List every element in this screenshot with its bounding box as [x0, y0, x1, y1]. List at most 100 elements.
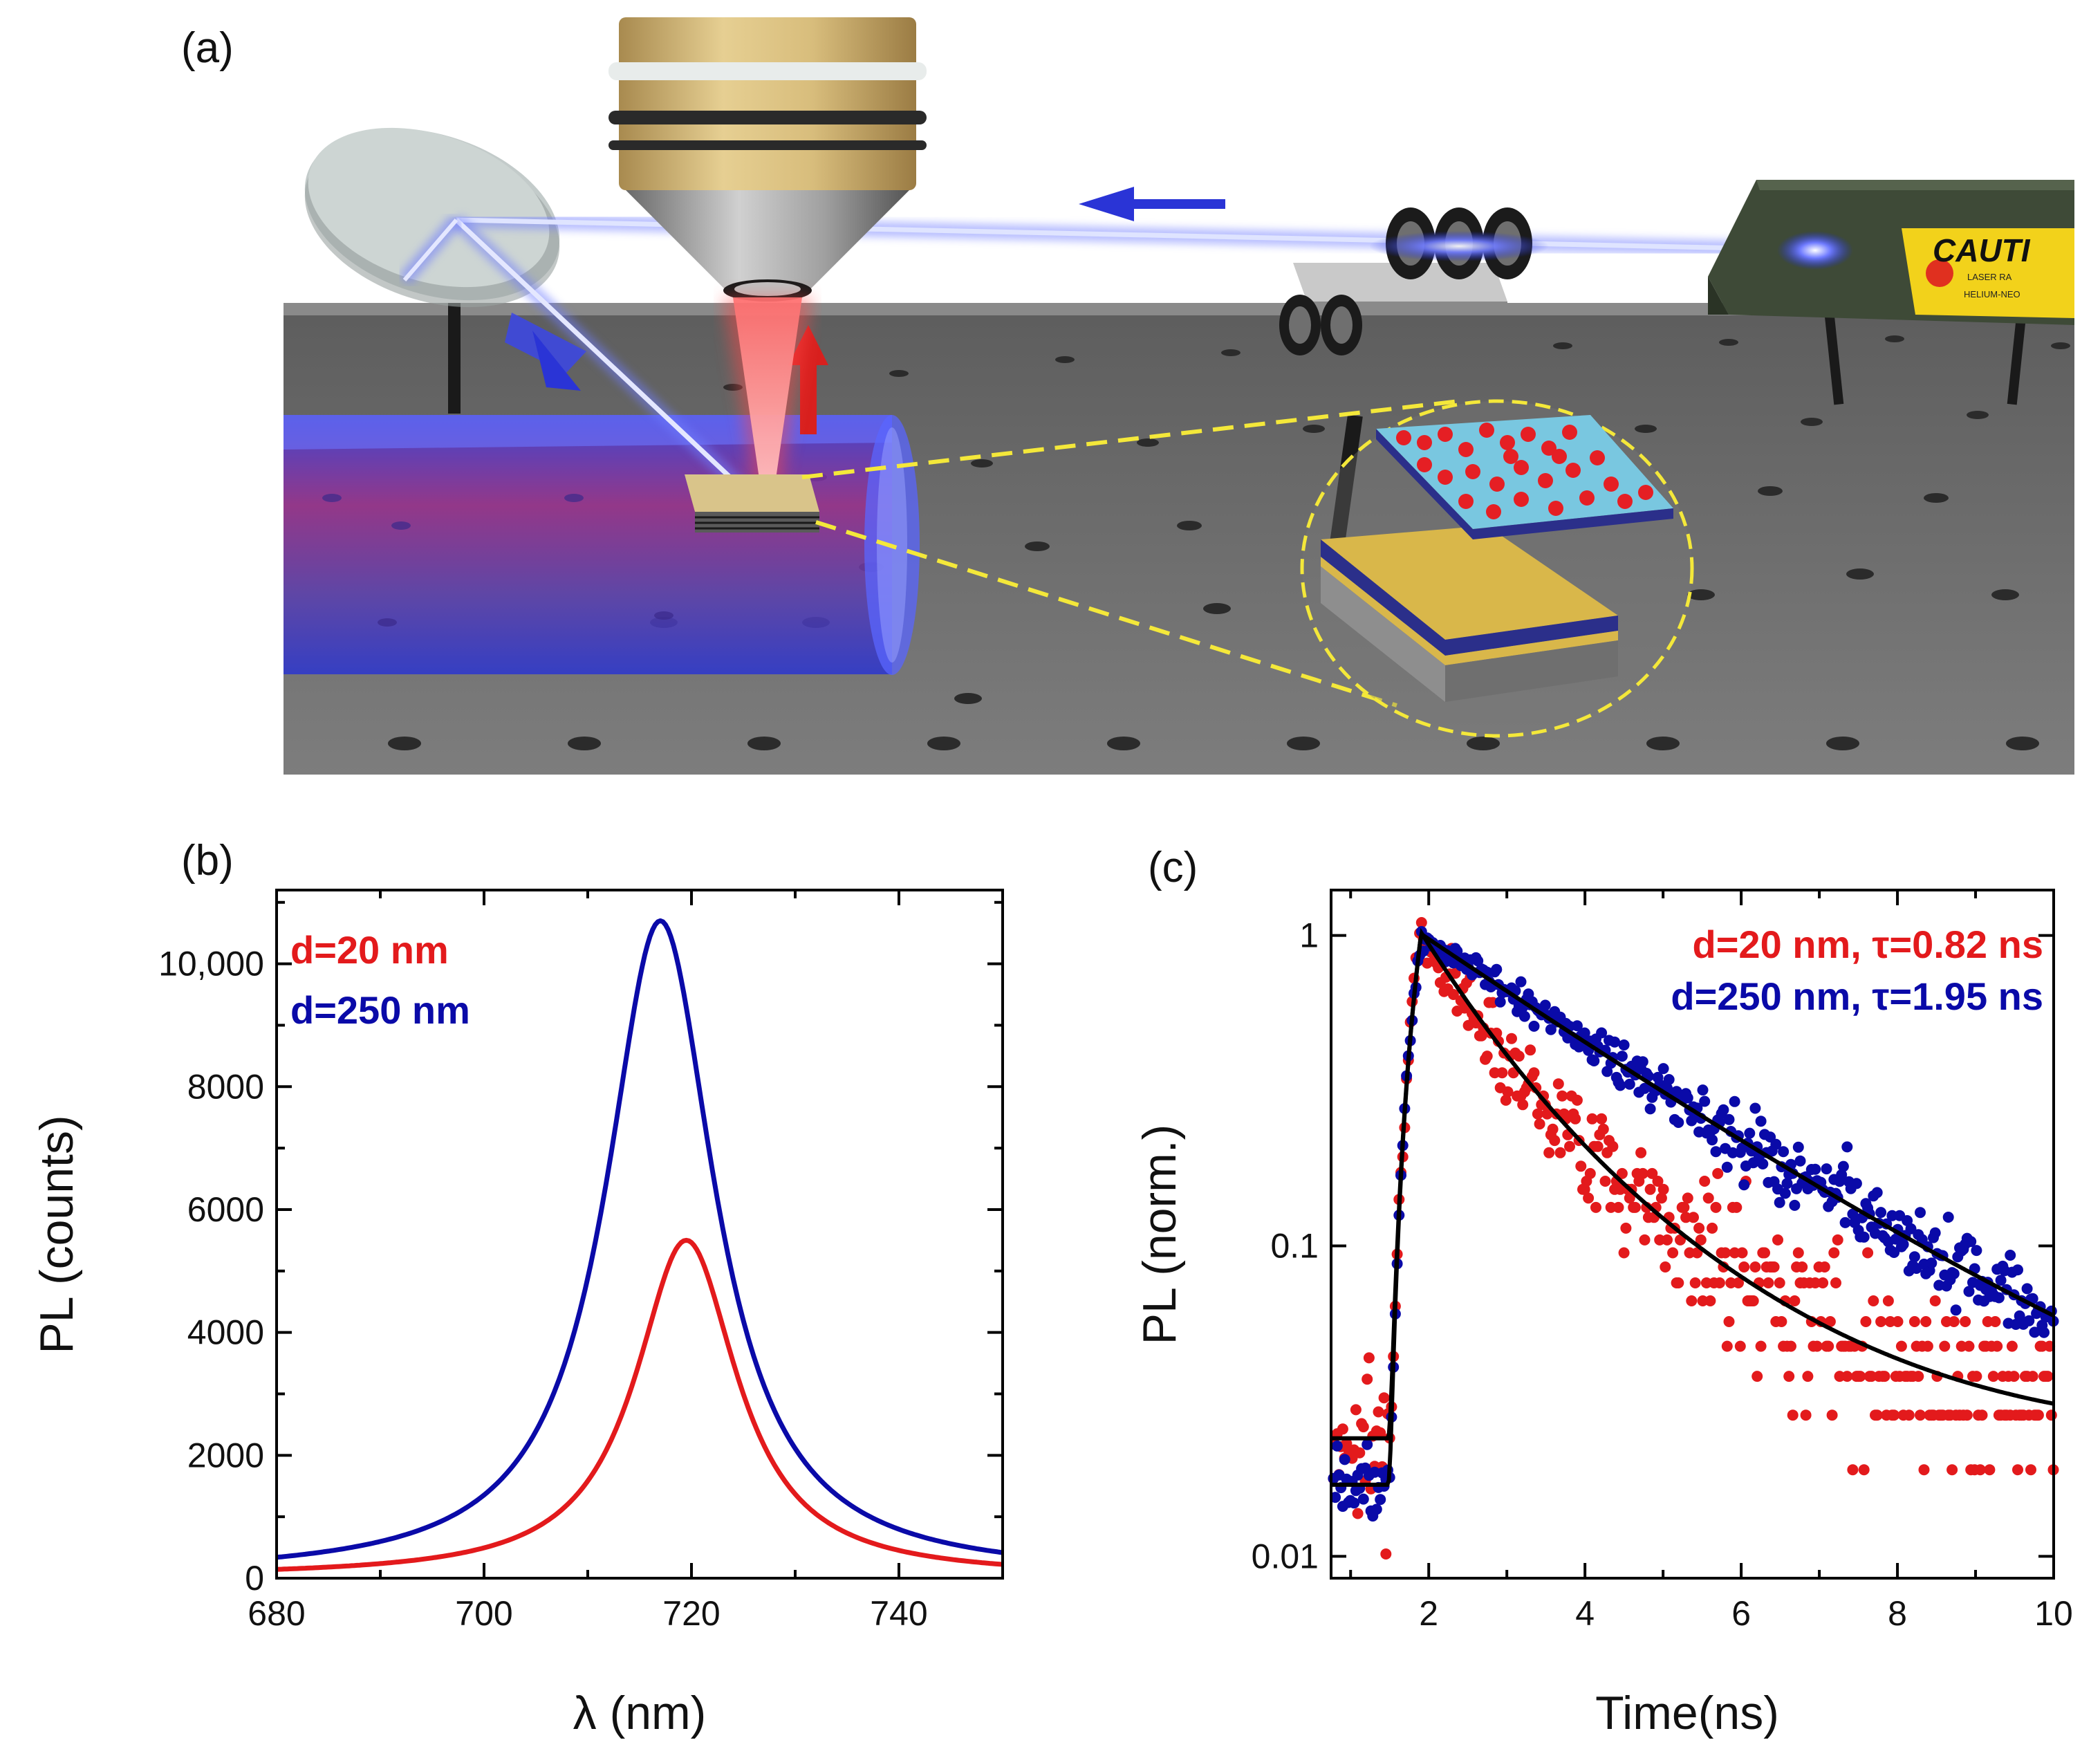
data-point — [1918, 1464, 1930, 1476]
data-point — [1858, 1464, 1870, 1476]
y-tick-label: 2000 — [187, 1436, 264, 1474]
data-point — [1926, 1257, 1938, 1269]
data-point — [1357, 1493, 1369, 1505]
data-point — [1749, 1102, 1761, 1114]
data-point — [1447, 989, 1459, 1000]
data-point — [1597, 1123, 1609, 1135]
data-point — [1506, 1033, 1517, 1044]
laser-caution-label: CAUTI — [1933, 232, 2031, 268]
panel-b-label: (b) — [181, 837, 234, 885]
data-point — [1689, 1277, 1701, 1288]
sample-chip — [685, 474, 819, 533]
data-point — [1888, 1409, 1900, 1421]
data-point — [1545, 1024, 1557, 1035]
data-point — [1339, 1454, 1350, 1465]
panel-c-legend-blue: d=250 nm, τ=1.95 ns — [1671, 974, 2043, 1018]
data-point — [1673, 1117, 1684, 1128]
panel-b-series — [276, 918, 1003, 1572]
data-point — [1348, 1497, 1360, 1509]
data-point — [1667, 1247, 1679, 1259]
data-point — [1549, 1135, 1561, 1147]
data-point — [1378, 1392, 1390, 1404]
data-point — [1586, 1113, 1598, 1125]
data-point — [1517, 1099, 1529, 1111]
data-point — [1702, 1192, 1714, 1204]
data-point — [1826, 1409, 1838, 1421]
data-point — [1751, 1371, 1763, 1382]
panel-b-legend-blue: d=250 nm — [290, 988, 470, 1032]
data-point — [1817, 1277, 1829, 1288]
top-layer-with-flakes — [1376, 415, 1673, 539]
laser-source: CAUTI LASER RA HELIUM-NEO — [1708, 180, 2074, 405]
data-point — [1830, 1277, 1841, 1288]
data-point — [1579, 1027, 1590, 1039]
data-point — [1375, 1427, 1386, 1438]
data-point — [1660, 1261, 1671, 1273]
lens-mount — [1279, 207, 1549, 554]
data-point — [1971, 1245, 1982, 1257]
data-point — [1515, 976, 1527, 988]
data-point — [1987, 1371, 1999, 1382]
data-point — [1763, 1277, 1774, 1288]
data-point — [1528, 1020, 1540, 1032]
data-point — [1662, 1234, 1673, 1246]
data-point — [1373, 1406, 1384, 1418]
series-line — [276, 918, 1003, 1560]
panel-b-chart: (b) 680 700 720 7400200040006000800010,000 … — [30, 837, 1004, 1739]
panel-c-fit-curves — [1331, 927, 2054, 1487]
data-point — [1583, 1192, 1595, 1204]
data-point — [1639, 1082, 1651, 1094]
data-point — [1624, 1192, 1635, 1204]
data-point — [1707, 1222, 1718, 1234]
data-point — [1776, 1316, 1787, 1327]
data-point — [1984, 1464, 1996, 1476]
data-point — [1772, 1234, 1783, 1246]
data-point — [1855, 1371, 1866, 1382]
data-point — [1836, 1169, 1848, 1181]
data-point — [1995, 1275, 2007, 1286]
data-point — [2006, 1340, 2018, 1352]
y-tick-label: 0.1 — [1270, 1226, 1319, 1265]
data-point — [1879, 1371, 1890, 1382]
data-point — [1362, 1373, 1373, 1385]
data-point — [1860, 1316, 1872, 1327]
data-point — [1552, 1078, 1564, 1090]
data-point — [1963, 1286, 1975, 1297]
data-point — [1794, 1155, 1806, 1167]
data-point — [2029, 1326, 2041, 1338]
data-point — [1802, 1371, 1814, 1382]
data-point — [1905, 1223, 1917, 1234]
data-point — [1721, 1340, 1733, 1352]
data-point — [1491, 963, 1503, 975]
data-point — [1618, 1039, 1630, 1051]
data-point — [1929, 1227, 1941, 1239]
data-point — [2005, 1250, 2016, 1261]
data-point — [1375, 1494, 1386, 1506]
data-point — [1496, 1067, 1508, 1079]
data-point — [1635, 1147, 1647, 1158]
x-tick-label: 4 — [1575, 1594, 1595, 1633]
data-point — [1543, 1147, 1555, 1158]
data-point — [1736, 1247, 1748, 1259]
data-point — [1837, 1160, 1849, 1172]
data-point — [2032, 1409, 2044, 1421]
data-point — [1862, 1247, 1874, 1259]
data-point — [1693, 1222, 1705, 1234]
data-point — [1792, 1247, 1804, 1259]
data-point — [1500, 1094, 1512, 1106]
data-point — [1974, 1464, 1986, 1476]
data-point — [1620, 1222, 1632, 1234]
data-point — [1657, 1063, 1669, 1075]
sample-zoom-inset — [801, 399, 1694, 738]
data-point — [1607, 1140, 1619, 1152]
data-point — [2025, 1464, 2036, 1476]
data-point — [1939, 1340, 1951, 1352]
bottom-stack — [1321, 526, 1618, 702]
data-point — [1819, 1261, 1830, 1273]
data-point — [1774, 1196, 1785, 1208]
data-point — [1629, 1201, 1641, 1213]
data-point — [1596, 1027, 1608, 1039]
data-point — [1494, 996, 1506, 1008]
data-point — [1991, 1340, 2003, 1352]
